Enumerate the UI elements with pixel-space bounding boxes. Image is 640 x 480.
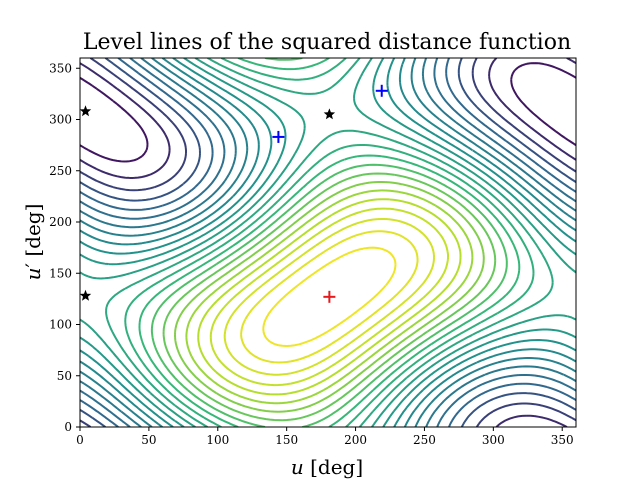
y-tick-label: 150 <box>49 266 72 280</box>
y-tick-label: 200 <box>49 215 72 229</box>
y-axis: 0 50 100 150 200 250 300 350 <box>49 61 80 434</box>
contour-level <box>209 207 449 387</box>
y-tick-label: 100 <box>49 318 72 332</box>
y-tick-label: 0 <box>64 420 72 434</box>
contour-level <box>185 189 474 405</box>
y-tick-label: 250 <box>49 164 72 178</box>
contour-lines <box>80 58 576 427</box>
contour-level <box>80 58 576 427</box>
x-tick-label: 200 <box>344 433 367 447</box>
chart-title: Level lines of the squared distance func… <box>83 30 571 55</box>
y-tick-label: 50 <box>57 369 72 383</box>
contour-level <box>150 58 508 427</box>
contour-level <box>80 58 576 427</box>
x-tick-label: 100 <box>206 433 229 447</box>
x-tick-label: 50 <box>141 433 156 447</box>
contour-level <box>80 58 576 427</box>
saddle-1-marker <box>272 130 285 143</box>
x-axis-label: u [deg] <box>291 455 363 479</box>
y-tick-label: 300 <box>49 113 72 127</box>
y-tick-label: 350 <box>49 61 72 75</box>
minimum-marker <box>323 290 336 303</box>
contour-level <box>162 172 497 422</box>
star-3-marker <box>80 289 92 301</box>
contour-level <box>80 58 576 427</box>
contour-level <box>80 58 576 427</box>
contour-level <box>197 198 462 396</box>
contour-level <box>80 58 576 427</box>
contour-level <box>174 181 485 413</box>
contour-level <box>124 58 535 427</box>
x-tick-label: 250 <box>413 433 436 447</box>
contour-level <box>80 58 576 427</box>
x-axis: 0 50 100 150 200 250 300 350 <box>76 427 574 447</box>
markers <box>80 84 388 303</box>
contour-level <box>80 58 576 427</box>
contour-level <box>80 62 576 163</box>
x-tick-label: 300 <box>482 433 505 447</box>
x-tick-label: 150 <box>275 433 298 447</box>
contour-level <box>240 230 419 364</box>
contour-level <box>80 58 576 427</box>
saddle-2-marker <box>375 84 388 97</box>
y-axis-label: u′ [deg] <box>21 204 45 281</box>
star-2-marker <box>80 105 92 117</box>
contour-level <box>138 58 521 427</box>
contour-level <box>105 58 554 427</box>
contour-level <box>262 246 397 347</box>
contour-level <box>80 58 576 427</box>
x-tick-label: 350 <box>551 433 574 447</box>
star-1-marker <box>323 108 336 120</box>
contour-level <box>223 218 435 376</box>
contour-level <box>80 58 576 427</box>
x-tick-label: 0 <box>76 433 84 447</box>
plot-frame <box>79 57 577 428</box>
